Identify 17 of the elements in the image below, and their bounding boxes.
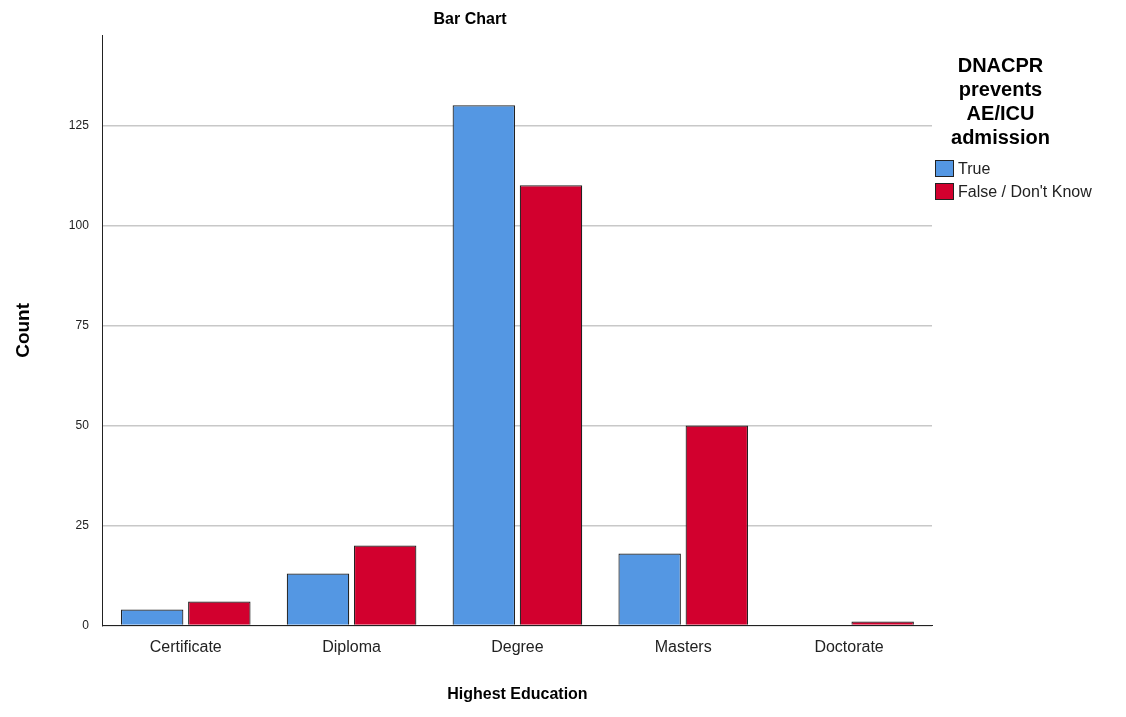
y-tick-label: 25 — [75, 517, 90, 532]
legend-label: True — [958, 159, 991, 178]
y-tick-label: 100 — [68, 217, 90, 232]
x-tick-label: Diploma — [322, 637, 382, 655]
legend-title: DNACPR prevents AE/ICU admission — [950, 53, 1051, 149]
x-tick-label: Degree — [491, 637, 544, 655]
chart-title: Bar Chart — [433, 10, 508, 28]
y-tick-label: 50 — [75, 417, 90, 432]
legend-label: False / Don't Know — [958, 182, 1092, 201]
y-axis-title: Count — [11, 302, 33, 358]
y-tick-label: 75 — [75, 317, 90, 332]
x-axis-title: Highest Education — [447, 684, 588, 702]
x-tick-label: Doctorate — [814, 637, 884, 655]
y-tick-label: 125 — [68, 117, 90, 132]
x-tick-label: Masters — [654, 637, 712, 655]
y-tick-label: 0 — [82, 617, 90, 632]
x-tick-label: Certificate — [149, 637, 222, 655]
